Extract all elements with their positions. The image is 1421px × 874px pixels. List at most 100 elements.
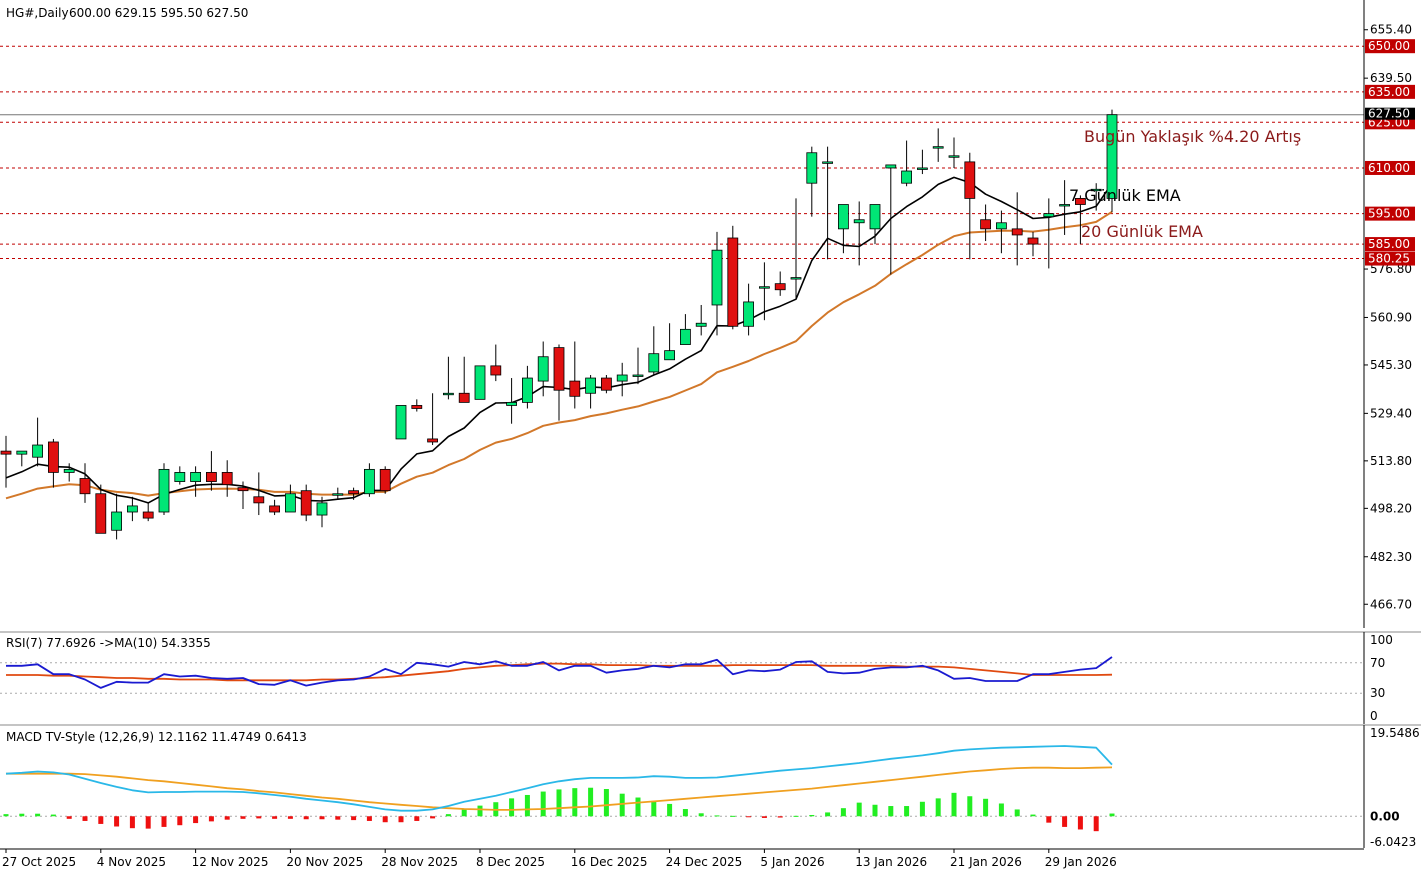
- macd-hist-bar-20: [319, 816, 325, 820]
- candle-body: [522, 377, 533, 403]
- macd-hist-bar-30: [477, 805, 483, 817]
- candle-53: [838, 204, 849, 254]
- macd-hist-bar-65: [1030, 814, 1036, 817]
- macd-hist-bar-53: [840, 808, 846, 817]
- macd-hist-bar-70: [1109, 813, 1115, 817]
- candle-49: [774, 271, 786, 296]
- macd-hist-bar-2: [35, 813, 41, 817]
- candle-body: [142, 511, 154, 519]
- ema7-line: [5, 176, 1113, 504]
- price-axis: 655.40 639.50 576.80 560.90 545.30 529.40 513.…: [1363, 0, 1415, 628]
- candle-33: [522, 365, 533, 409]
- candle-body: [1090, 188, 1102, 192]
- candle-body: [95, 493, 107, 534]
- candle-8: [127, 496, 138, 522]
- candle-42: [664, 323, 675, 361]
- candle-body: [932, 146, 944, 149]
- macd-hist-bar-63: [998, 803, 1004, 817]
- macd-hist-bar-33: [524, 794, 530, 817]
- candle-59: [932, 128, 944, 162]
- candle-55: [869, 204, 881, 245]
- candle-body: [822, 161, 833, 164]
- level-tag-bg: [1365, 160, 1415, 175]
- macd-hist-bar-5: [82, 816, 88, 821]
- candle-41: [648, 326, 660, 375]
- candle-body: [901, 170, 912, 184]
- candle-body: [711, 249, 723, 306]
- candle-body: [806, 152, 818, 184]
- rsi-tick-label: 30: [1370, 686, 1385, 700]
- candle-20: [316, 496, 328, 528]
- macd-hist-bar-19: [303, 816, 309, 820]
- candle-34: [537, 341, 549, 397]
- candle-69: [1090, 183, 1102, 211]
- candle-body: [648, 353, 660, 373]
- price-tick-label: 466.70: [1370, 597, 1412, 611]
- macd-hist-bar-8: [129, 816, 135, 829]
- candle-57: [901, 140, 912, 187]
- candle-68: [1075, 195, 1086, 245]
- candle-body: [1075, 198, 1086, 205]
- price-tick-label: 545.30: [1370, 358, 1412, 372]
- price-tick-label: 655.40: [1370, 23, 1412, 37]
- macd-signal-line: [6, 766, 1113, 811]
- candle-body: [63, 468, 75, 473]
- candle-body: [695, 322, 707, 327]
- candle-body: [616, 374, 628, 382]
- candle-44: [695, 304, 707, 336]
- candle-body: [0, 450, 12, 455]
- candle-body: [964, 161, 976, 199]
- candle-body: [379, 468, 391, 492]
- candle-body: [300, 490, 312, 516]
- candle-body: [205, 472, 217, 482]
- macd-hist-bar-39: [619, 793, 625, 817]
- candle-body: [759, 286, 770, 289]
- candle-70: [1106, 109, 1118, 213]
- candle-19: [300, 484, 312, 522]
- macd-hist-bar-9: [145, 816, 151, 829]
- candle-body: [1059, 204, 1070, 207]
- rsi-tick-label: 0: [1370, 709, 1378, 723]
- candle-67: [1059, 180, 1070, 235]
- candle-body: [996, 222, 1007, 230]
- macd-hist-bar-24: [382, 816, 388, 823]
- macd-hist-bar-46: [730, 815, 736, 817]
- candle-17: [269, 499, 281, 516]
- candle-body: [221, 472, 233, 486]
- candle-30: [474, 365, 486, 400]
- candle-body: [158, 468, 170, 513]
- candle-58: [917, 149, 928, 175]
- candle-body: [1011, 228, 1023, 236]
- candle-61: [964, 152, 976, 260]
- candle-28: [442, 356, 454, 400]
- macd-tick-label: 19.5486: [1370, 726, 1420, 740]
- level-tag-bg: [1365, 206, 1415, 221]
- candle-62: [980, 204, 991, 242]
- macd-tick-label: -6.0423: [1370, 835, 1416, 849]
- candle-15: [237, 481, 249, 509]
- time-tick-label: 4 Nov 2025: [97, 855, 166, 869]
- candle-body: [632, 374, 644, 377]
- macd-hist-bar-27: [430, 816, 436, 819]
- candle-body: [869, 204, 881, 230]
- candle-6: [95, 484, 107, 534]
- price-levels: [0, 45, 1364, 260]
- candle-35: [553, 344, 565, 421]
- level-tag-label: 610.00: [1368, 161, 1410, 175]
- candle-body: [237, 487, 249, 492]
- candles: [0, 109, 1118, 540]
- candle-25: [395, 405, 407, 440]
- price-tick-label: 529.40: [1370, 406, 1412, 420]
- last-price-tag: 627.50: [1368, 107, 1410, 121]
- candle-56: [885, 164, 897, 275]
- candle-24: [379, 466, 391, 494]
- candle-22: [348, 487, 360, 500]
- ema7-annotation: 7 Günlük EMA: [1069, 186, 1181, 205]
- ema20-layer: [5, 210, 1113, 500]
- macd-hist-bar-44: [698, 813, 704, 817]
- macd-hist-bar-47: [746, 816, 752, 818]
- time-tick-label: 16 Dec 2025: [571, 855, 648, 869]
- macd-hist-bar-23: [366, 816, 372, 821]
- macd-hist-bar-21: [335, 816, 341, 820]
